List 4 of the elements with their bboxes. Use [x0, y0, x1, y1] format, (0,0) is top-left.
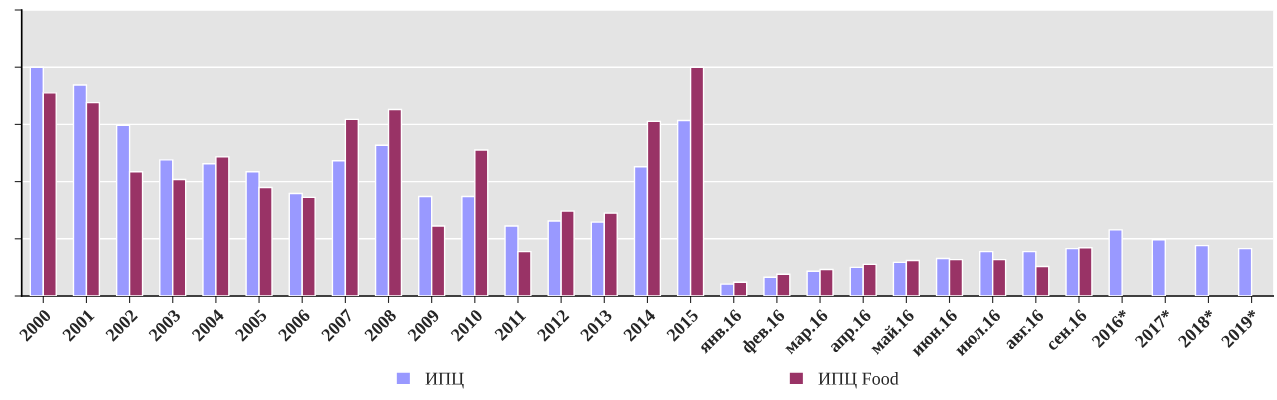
bar	[1237, 247, 1253, 296]
bar	[1194, 244, 1210, 296]
legend-label: ИПЦ Food	[818, 372, 899, 389]
legend-label: ИПЦ	[425, 372, 464, 389]
